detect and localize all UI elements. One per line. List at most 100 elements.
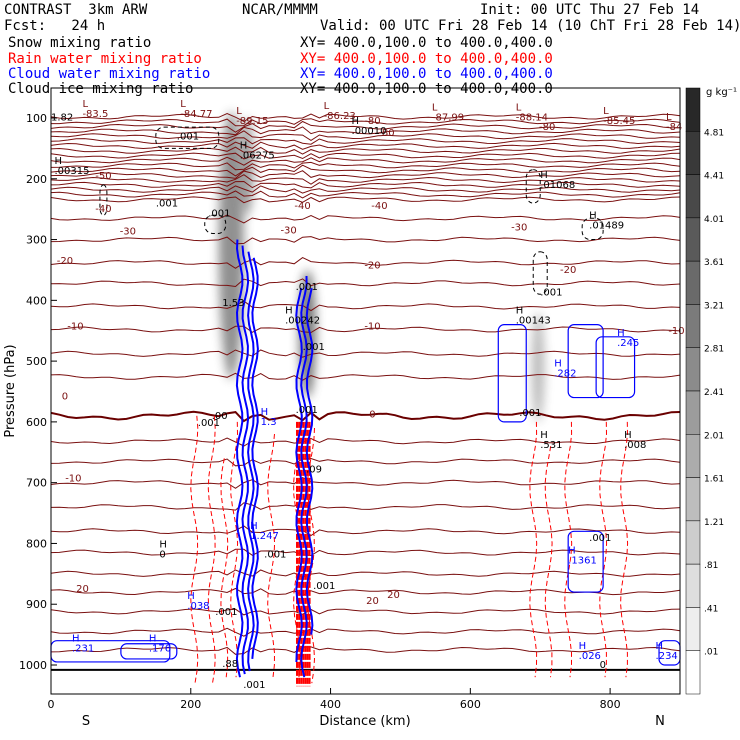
extreme-marker: H bbox=[540, 430, 548, 441]
cloud-water-contour bbox=[595, 336, 636, 399]
extreme-value: .001 bbox=[264, 549, 286, 560]
extreme-marker: H bbox=[352, 116, 360, 127]
temperature-contour-line bbox=[50, 130, 681, 141]
colorbar-swatch bbox=[685, 217, 701, 262]
extreme-value: .001 bbox=[313, 581, 335, 592]
legend-rain-xy: XY= 400.0,100.0 to 400.0,400.0 bbox=[300, 51, 553, 67]
rain-contour bbox=[230, 421, 239, 678]
extreme-value: .531 bbox=[540, 440, 562, 451]
temperature-label: -10 bbox=[364, 322, 380, 333]
temperature-contour-line bbox=[50, 437, 681, 447]
extreme-marker: H bbox=[516, 305, 524, 316]
extreme-value: .001 bbox=[519, 408, 541, 419]
extreme-marker: L bbox=[666, 112, 672, 123]
extreme-marker: H bbox=[261, 407, 269, 418]
extreme-value: .001 bbox=[296, 405, 318, 416]
temperature-contour-line bbox=[50, 608, 681, 616]
cloud-water-contour bbox=[247, 251, 255, 672]
legend-snow-xy: XY= 400.0,100.0 to 400.0,400.0 bbox=[300, 35, 553, 51]
colorbar-label: 3.21 bbox=[704, 301, 724, 311]
colorbar-swatch bbox=[685, 563, 701, 608]
extreme-value: .176 bbox=[149, 644, 171, 655]
cloud-ice-contour bbox=[532, 251, 548, 295]
colorbar-label: 1.61 bbox=[704, 475, 724, 485]
temperature-label: -50 bbox=[95, 171, 111, 182]
extreme-value: -85.45 bbox=[603, 116, 635, 127]
colorbar-swatch bbox=[685, 650, 701, 695]
temperature-contour-line bbox=[50, 180, 681, 189]
temperature-contours bbox=[50, 113, 681, 671]
extreme-value: .001 bbox=[215, 607, 237, 618]
extreme-marker: H bbox=[579, 641, 587, 652]
temperature-contour-line bbox=[50, 278, 681, 288]
temperature-contour-line bbox=[50, 214, 681, 224]
cloud-water-contour bbox=[251, 257, 259, 659]
cloud-water-contour bbox=[235, 239, 244, 678]
extreme-value: .026 bbox=[579, 651, 601, 662]
temperature-contour-line bbox=[50, 569, 681, 578]
temperature-contour-line bbox=[50, 325, 681, 334]
temperature-label: -10 bbox=[668, 326, 684, 337]
temperature-contour-line bbox=[50, 113, 681, 122]
temperature-contour-line bbox=[50, 164, 681, 177]
model-title: CONTRAST 3km ARW bbox=[4, 2, 148, 18]
extreme-marker: H bbox=[187, 591, 195, 602]
x-tick-label: 0 bbox=[48, 698, 55, 711]
extreme-marker: H bbox=[149, 634, 157, 645]
forecast-hour: Fcst: 24 h bbox=[4, 18, 106, 34]
y-tick-label: 1000 bbox=[19, 659, 47, 672]
extreme-value: .09 bbox=[306, 464, 322, 475]
temperature-contour-line bbox=[50, 236, 681, 245]
temperature-contour-line bbox=[50, 349, 681, 358]
colorbar-label: .41 bbox=[704, 604, 718, 614]
extreme-marker: H bbox=[589, 211, 597, 222]
cloud-water-contours bbox=[50, 239, 681, 678]
extreme-value: 0 bbox=[159, 549, 165, 560]
temperature-contour-line bbox=[50, 457, 681, 467]
extreme-value: .001 bbox=[156, 199, 178, 210]
colorbar-label: .01 bbox=[704, 648, 718, 658]
extreme-value: 1.82 bbox=[51, 112, 73, 123]
x-tick-label: 200 bbox=[180, 698, 201, 711]
extreme-value: .00143 bbox=[516, 315, 551, 326]
snow-column-3 bbox=[531, 312, 545, 422]
extreme-value: -87.99 bbox=[432, 112, 464, 123]
temperature-label: -30 bbox=[511, 222, 527, 233]
temperature-contour-line bbox=[50, 410, 681, 423]
colorbar-label: 4.01 bbox=[704, 215, 724, 225]
temperature-contour-line bbox=[50, 502, 681, 511]
extreme-value: .001 bbox=[243, 680, 265, 691]
extreme-marker: H bbox=[540, 170, 548, 181]
cloud-ice-contour bbox=[99, 184, 108, 216]
extreme-value: .008 bbox=[624, 440, 646, 451]
y-tick-label: 700 bbox=[26, 477, 47, 490]
extreme-value: .234 bbox=[656, 651, 678, 662]
colorbar-label: 2.01 bbox=[704, 431, 724, 441]
temperature-contour-line bbox=[50, 190, 681, 199]
temperature-label: 20 bbox=[366, 596, 379, 607]
cloud-water-contour bbox=[305, 287, 314, 635]
temperature-contour-line bbox=[50, 156, 681, 166]
temperature-contour-line bbox=[50, 174, 681, 185]
y-tick-label: 800 bbox=[26, 537, 47, 550]
cloud-water-contour bbox=[295, 287, 303, 663]
extreme-value: .001 bbox=[589, 533, 611, 544]
extreme-value: -83.5 bbox=[82, 109, 108, 120]
colorbar-swatch bbox=[685, 131, 701, 175]
rain-contour bbox=[544, 446, 553, 678]
rain-contour bbox=[190, 415, 199, 684]
y-axis-label: Pressure (hPa) bbox=[3, 344, 18, 437]
temperature-label: 20 bbox=[76, 584, 89, 595]
extreme-marker: L bbox=[603, 106, 609, 117]
extreme-value: -89.15 bbox=[236, 116, 268, 127]
extreme-marker: H bbox=[617, 328, 625, 339]
cloud-water-contour bbox=[567, 324, 604, 399]
temperature-label: -80 bbox=[378, 128, 394, 139]
extreme-marker: L bbox=[82, 99, 88, 110]
legend-cloudwater-label: Cloud water mixing ratio bbox=[8, 66, 211, 82]
temperature-label: -20 bbox=[560, 265, 576, 276]
south-end-label: S bbox=[82, 714, 90, 729]
cloud-ice-contour bbox=[155, 126, 220, 149]
legend-snow-label: Snow mixing ratio bbox=[8, 35, 152, 51]
